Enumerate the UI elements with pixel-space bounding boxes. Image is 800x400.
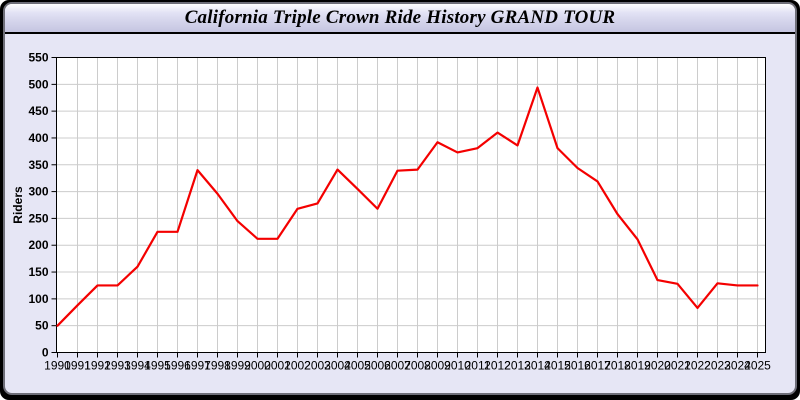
chart-panel: California Triple Crown Ride History GRA… [3, 2, 797, 395]
page-title: California Triple Crown Ride History GRA… [184, 7, 616, 28]
title-bar: California Triple Crown Ride History GRA… [5, 4, 795, 34]
